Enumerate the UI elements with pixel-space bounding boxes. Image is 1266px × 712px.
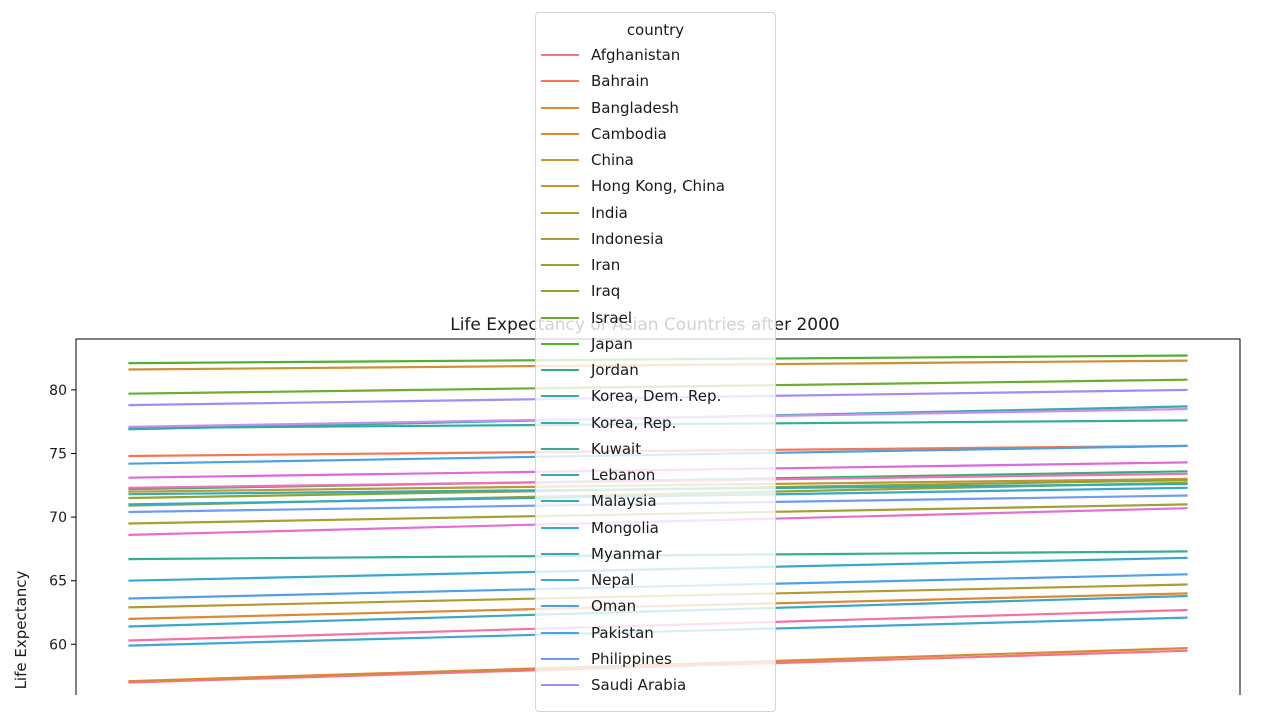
legend-item-korea-rep-: Korea, Rep.	[536, 410, 676, 436]
legend-swatch	[541, 579, 579, 581]
legend-label: Pakistan	[591, 623, 654, 642]
legend-swatch	[541, 159, 579, 161]
legend-label: Korea, Dem. Rep.	[591, 387, 722, 406]
legend-label: Nepal	[591, 571, 635, 589]
y-tick-label-80: 80	[49, 383, 67, 399]
legend-item-iran: Iran	[536, 252, 620, 278]
legend-swatch	[541, 395, 579, 398]
y-axis-label: Life Expectancy	[12, 570, 30, 689]
legend-swatch	[541, 631, 579, 634]
legend-label: China	[591, 151, 634, 169]
legend-item-india: India	[536, 200, 628, 226]
legend-label: India	[591, 203, 628, 222]
legend-swatch	[541, 369, 579, 371]
legend-swatch	[541, 605, 579, 608]
legend-label: Iran	[591, 256, 621, 274]
legend-label: Indonesia	[591, 229, 664, 248]
legend-label: Hong Kong, China	[591, 177, 725, 196]
legend-label: Malaysia	[591, 492, 657, 511]
legend-label: Iraq	[591, 282, 621, 301]
legend-item-bangladesh: Bangladesh	[536, 95, 679, 121]
legend-label: Israel	[591, 308, 632, 327]
legend-label: Oman	[591, 597, 637, 616]
legend-item-jordan: Jordan	[536, 357, 639, 383]
legend-label: Korea, Rep.	[591, 413, 677, 432]
legend-swatch	[541, 132, 579, 135]
legend-item-oman: Oman	[536, 593, 636, 619]
legend-label: Mongolia	[591, 518, 659, 537]
legend: country Afghanistan Bahrain Bangladesh Camb…	[535, 12, 776, 712]
legend-label: Lebanon	[591, 466, 656, 484]
legend-title: country	[626, 21, 685, 39]
y-tick-label-60: 60	[49, 637, 67, 653]
legend-item-indonesia: Indonesia	[536, 226, 664, 252]
legend-swatch	[541, 474, 579, 476]
legend-swatch	[541, 106, 579, 109]
legend-swatch	[541, 500, 579, 503]
legend-label: Myanmar	[591, 544, 662, 563]
legend-swatch	[541, 526, 579, 529]
legend-label: Japan	[591, 334, 633, 353]
y-tick-label-70: 70	[49, 510, 67, 526]
legend-swatch	[541, 237, 579, 240]
legend-item-philippines: Philippines	[536, 646, 672, 672]
legend-swatch	[541, 80, 579, 83]
legend-swatch	[541, 264, 579, 266]
legend-swatch	[541, 290, 579, 293]
y-tick-label-75: 75	[49, 446, 67, 462]
legend-item-kuwait: Kuwait	[536, 436, 641, 462]
legend-item-hong-kong-china: Hong Kong, China	[536, 173, 725, 199]
legend-swatch	[541, 211, 579, 214]
legend-swatch	[541, 316, 579, 319]
legend-label: Bangladesh	[591, 98, 679, 117]
legend-swatch	[541, 657, 579, 660]
legend-item-nepal: Nepal	[536, 567, 634, 593]
legend-swatch	[541, 447, 579, 450]
legend-swatch	[541, 552, 579, 555]
legend-label: Jordan	[591, 361, 639, 379]
legend-swatch	[541, 54, 579, 56]
legend-item-malaysia: Malaysia	[536, 488, 657, 514]
legend-item-iraq: Iraq	[536, 278, 620, 304]
legend-swatch	[541, 342, 579, 345]
legend-item-bahrain: Bahrain	[536, 68, 649, 94]
legend-swatch	[541, 684, 579, 686]
y-axis: 60 65 70 75 80	[49, 383, 76, 653]
legend-item-pakistan: Pakistan	[536, 620, 654, 646]
legend-item-afghanistan: Afghanistan	[536, 42, 680, 68]
legend-swatch	[541, 421, 579, 424]
legend-item-japan: Japan	[536, 331, 633, 357]
y-tick-label-65: 65	[49, 574, 67, 590]
legend-swatch	[541, 185, 579, 188]
legend-item-saudi-arabia: Saudi Arabia	[536, 672, 686, 698]
legend-item-mongolia: Mongolia	[536, 515, 659, 541]
legend-label: Afghanistan	[591, 46, 681, 64]
legend-item-israel: Israel	[536, 305, 632, 331]
legend-item-myanmar: Myanmar	[536, 541, 662, 567]
legend-item-korea-dem-rep-: Korea, Dem. Rep.	[536, 383, 721, 409]
legend-label: Cambodia	[591, 124, 667, 143]
legend-item-china: China	[536, 147, 634, 173]
legend-label: Saudi Arabia	[591, 676, 687, 694]
legend-label: Bahrain	[591, 72, 650, 91]
legend-label: Philippines	[591, 649, 672, 668]
legend-item-cambodia: Cambodia	[536, 121, 667, 147]
legend-item-lebanon: Lebanon	[536, 462, 655, 488]
legend-label: Kuwait	[591, 439, 642, 458]
